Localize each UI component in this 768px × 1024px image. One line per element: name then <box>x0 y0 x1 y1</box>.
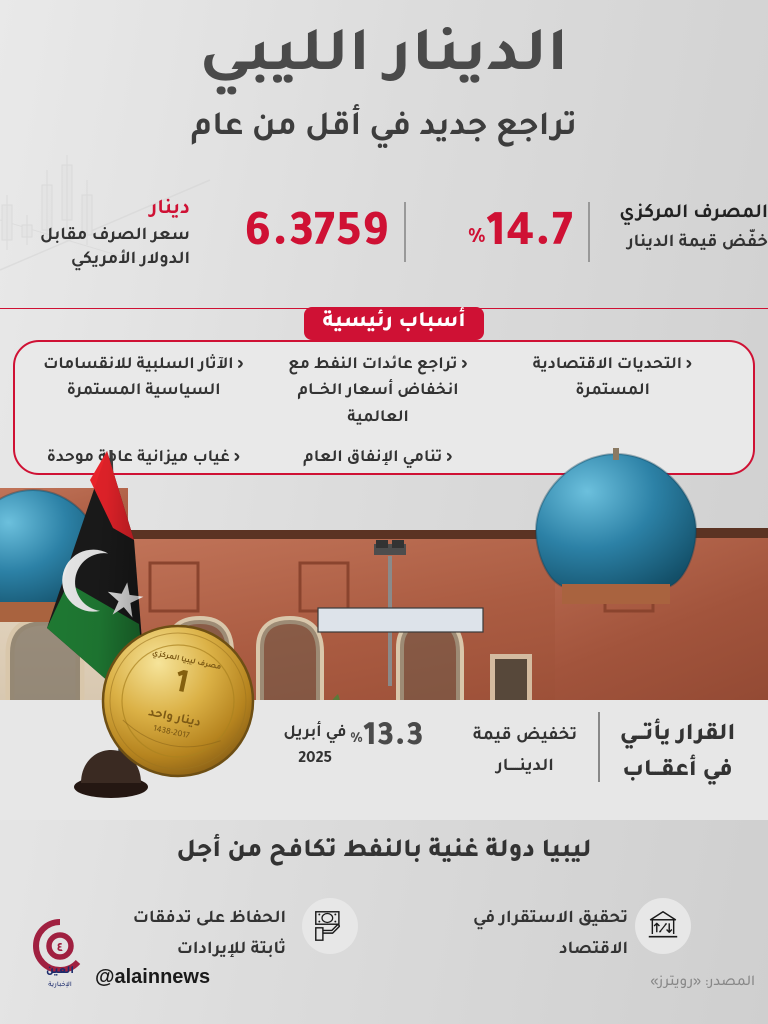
svg-text:٤: ٤ <box>57 942 63 956</box>
